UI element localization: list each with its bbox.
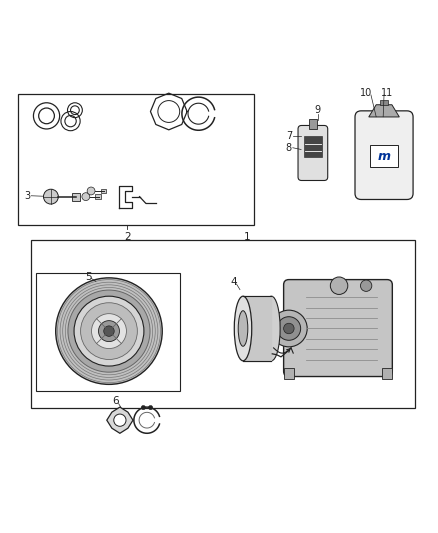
Bar [101,189,106,193]
Circle shape [271,310,307,347]
Text: m: m [378,150,391,163]
FancyBboxPatch shape [355,111,413,199]
Circle shape [360,280,372,292]
Bar [18,94,254,225]
Bar [380,100,389,105]
Text: 9: 9 [314,105,321,115]
Circle shape [330,277,348,294]
Circle shape [148,406,153,410]
Circle shape [81,303,138,359]
Circle shape [141,406,145,410]
Circle shape [92,313,127,349]
Text: 10: 10 [360,88,372,98]
Bar [308,119,317,129]
Text: 7: 7 [286,131,292,141]
Text: 1: 1 [244,232,251,242]
Circle shape [56,278,162,384]
Circle shape [284,323,294,334]
Ellipse shape [234,296,252,361]
Polygon shape [107,407,133,433]
Circle shape [82,193,90,200]
Text: 3: 3 [24,191,30,201]
Circle shape [74,296,144,366]
Circle shape [277,317,300,340]
Text: 5: 5 [85,271,92,281]
Circle shape [43,189,58,204]
Circle shape [104,326,114,336]
Bar [370,144,398,167]
Text: 8: 8 [286,143,292,153]
Ellipse shape [238,311,248,346]
Text: 11: 11 [381,88,393,98]
Polygon shape [369,105,399,117]
Circle shape [114,414,126,426]
Bar [304,136,321,157]
FancyBboxPatch shape [298,125,328,181]
Bar [95,195,101,199]
Circle shape [99,321,120,342]
Bar [382,368,392,379]
FancyBboxPatch shape [284,280,392,376]
Text: 6: 6 [112,396,119,406]
Bar [72,193,80,200]
Circle shape [87,187,95,195]
Circle shape [68,290,150,372]
Bar [35,273,180,391]
Bar [31,240,416,408]
Bar [284,368,294,379]
Ellipse shape [263,296,280,361]
Text: 2: 2 [124,231,131,241]
Text: 4: 4 [230,277,237,287]
Circle shape [267,350,274,357]
